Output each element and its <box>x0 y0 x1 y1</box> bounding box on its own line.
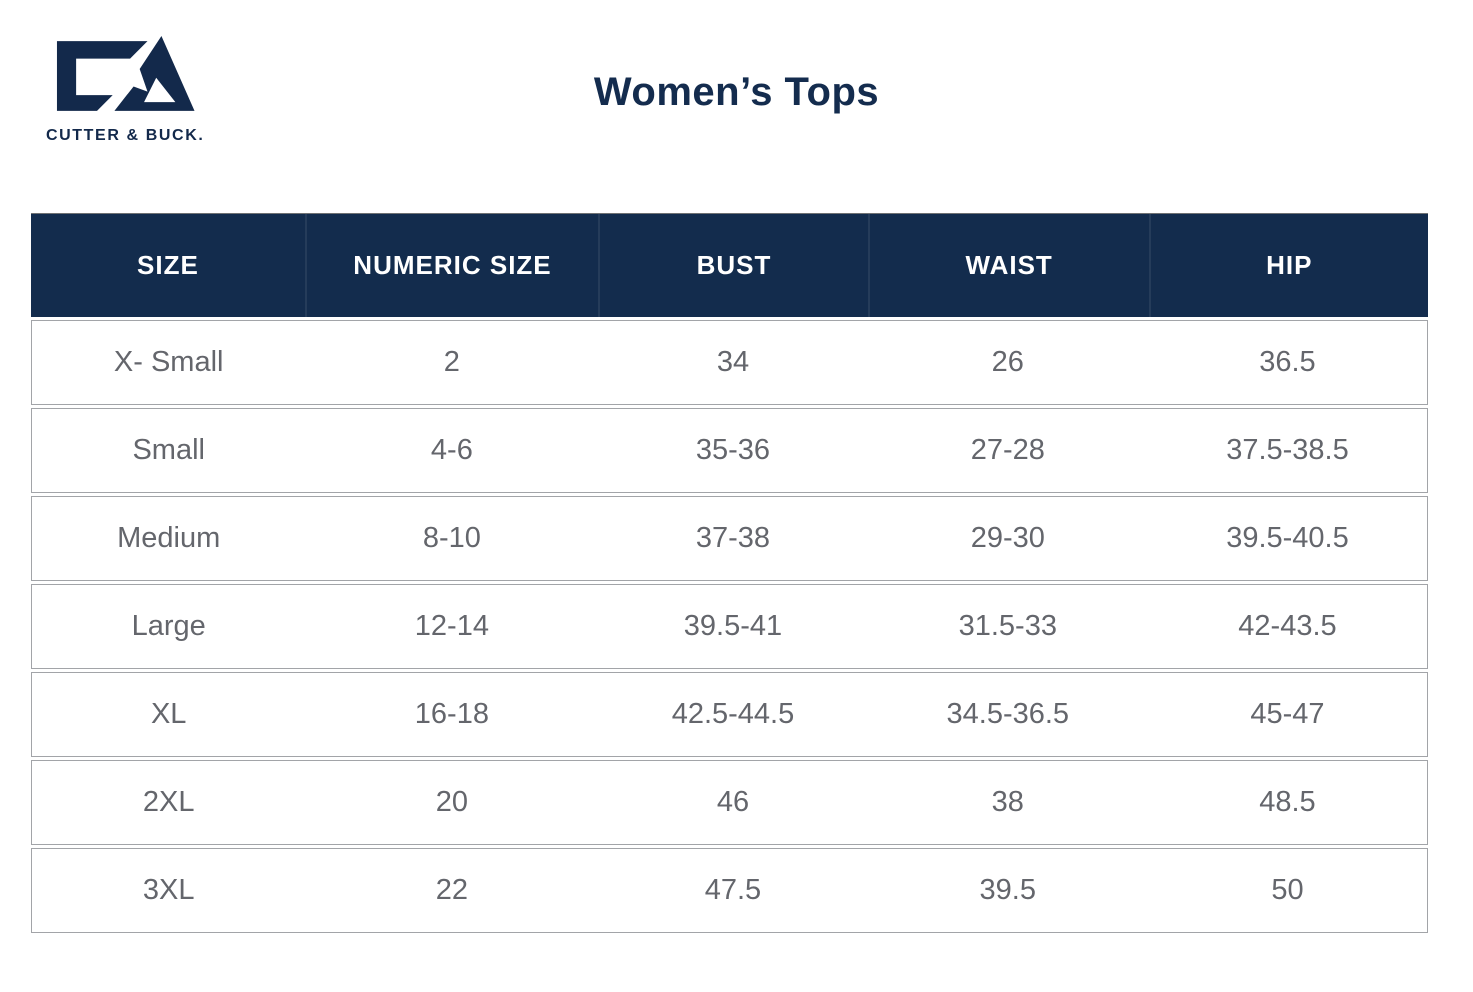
table-row: XL 16-18 42.5-44.5 34.5-36.5 45-47 <box>31 672 1428 757</box>
brand-logo: CUTTER & BUCK. <box>46 32 205 145</box>
brand-wordmark: CUTTER & BUCK. <box>46 127 205 144</box>
cell-waist: 27-28 <box>970 434 1045 466</box>
table-row: Medium 8-10 37-38 29-30 39.5-40.5 <box>31 496 1428 581</box>
table-row: 2XL 20 46 38 48.5 <box>31 760 1428 845</box>
cell-hip: 45-47 <box>1250 698 1325 730</box>
cell-numeric-size: 20 <box>435 786 468 818</box>
cell-bust: 35-36 <box>695 434 771 466</box>
size-chart-table: SIZE NUMERIC SIZE BUST WAIST HIP X- Smal… <box>31 213 1428 933</box>
cell-hip: 37.5-38.5 <box>1226 434 1349 466</box>
cell-hip: 48.5 <box>1259 786 1316 818</box>
cutter-buck-cb-monogram-icon <box>56 35 195 111</box>
cell-size: XL <box>150 698 187 730</box>
cell-bust: 37-38 <box>695 522 771 554</box>
cell-size: Small <box>132 434 205 466</box>
table-body: X- Small 2 34 26 36.5 Small 4-6 35-36 27-28 37.5-… <box>31 320 1428 933</box>
column-header-hip: HIP <box>1148 214 1428 317</box>
table-row: X- Small 2 34 26 36.5 <box>31 320 1428 405</box>
column-header-bust: BUST <box>598 214 868 317</box>
cell-numeric-size: 22 <box>435 874 468 906</box>
cell-waist: 31.5-33 <box>958 610 1057 642</box>
cell-hip: 42-43.5 <box>1238 610 1337 642</box>
table-row: Large 12-14 39.5-41 31.5-33 42-43.5 <box>31 584 1428 669</box>
cell-bust: 46 <box>716 786 750 818</box>
cell-hip: 36.5 <box>1259 346 1316 378</box>
cell-numeric-size: 16-18 <box>414 698 489 730</box>
cell-waist: 29-30 <box>970 522 1045 554</box>
cell-bust: 42.5-44.5 <box>671 698 795 730</box>
page-title: Women’s Tops <box>593 70 880 114</box>
cell-numeric-size: 8-10 <box>422 522 481 554</box>
cell-hip: 50 <box>1271 874 1304 906</box>
cell-waist: 26 <box>991 346 1024 378</box>
cell-numeric-size: 12-14 <box>414 610 489 642</box>
cell-numeric-size: 4-6 <box>430 434 473 466</box>
column-header-numeric-size: NUMERIC SIZE <box>304 214 598 317</box>
table-row: Small 4-6 35-36 27-28 37.5-38.5 <box>31 408 1428 493</box>
cell-waist: 38 <box>991 786 1024 818</box>
cell-waist: 34.5-36.5 <box>946 698 1070 730</box>
cell-waist: 39.5 <box>979 874 1036 906</box>
cell-bust: 39.5-41 <box>683 610 783 642</box>
cell-size: 3XL <box>142 874 195 906</box>
cell-size: Medium <box>117 522 221 554</box>
cell-size: X- Small <box>113 346 224 378</box>
cell-hip: 39.5-40.5 <box>1226 522 1349 554</box>
cell-size: Large <box>131 610 206 642</box>
column-header-waist: WAIST <box>867 214 1149 317</box>
cell-size: 2XL <box>142 786 195 818</box>
cell-numeric-size: 2 <box>443 346 460 378</box>
table-row: 3XL 22 47.5 39.5 50 <box>31 848 1428 933</box>
table-header-row: SIZE NUMERIC SIZE BUST WAIST HIP <box>31 213 1428 317</box>
cell-bust: 34 <box>716 346 750 378</box>
cell-bust: 47.5 <box>704 874 762 906</box>
column-header-size: SIZE <box>137 250 199 280</box>
